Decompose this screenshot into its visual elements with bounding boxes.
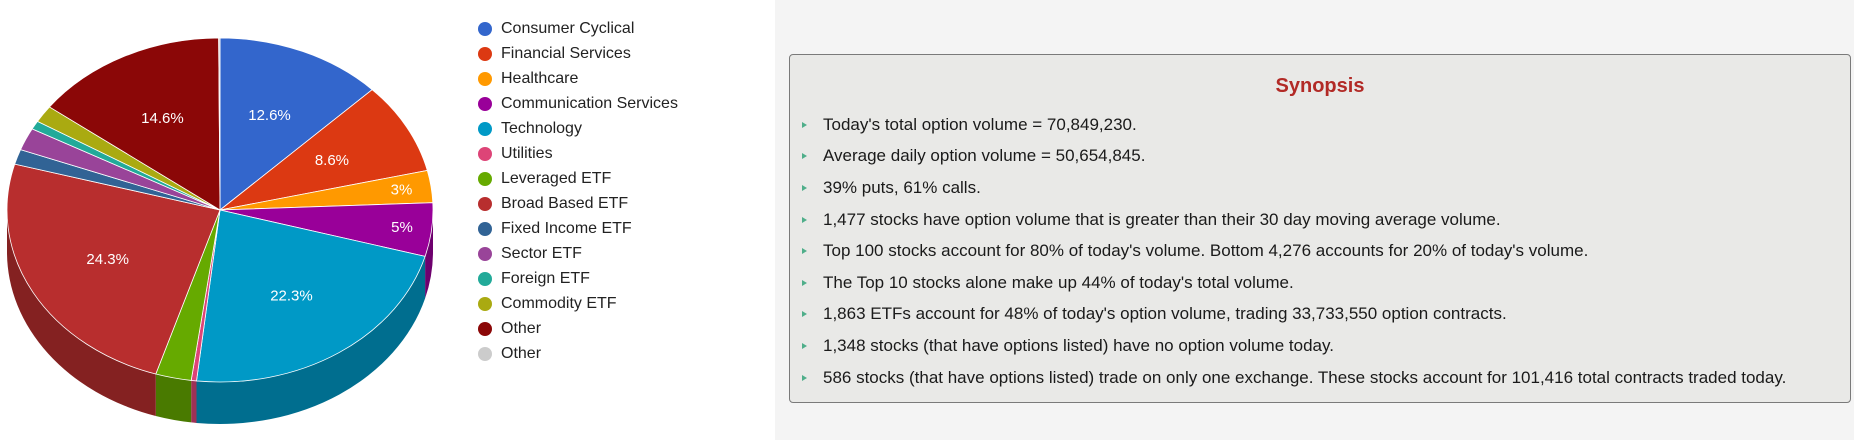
pie-slice[interactable] [48, 37, 221, 211]
legend-item[interactable]: Healthcare [478, 66, 678, 91]
pie-slice[interactable] [219, 89, 428, 211]
pie-slice-side [155, 373, 192, 423]
legend-item[interactable]: Leveraged ETF [478, 166, 678, 191]
pie-data-label: 8.6% [315, 152, 349, 169]
synopsis-text: Top 100 stocks account for 80% of today'… [823, 241, 1589, 261]
legend-label: Technology [501, 119, 582, 137]
legend-swatch [478, 121, 492, 136]
legend-item[interactable]: Broad Based ETF [478, 191, 678, 216]
legend-swatch [478, 321, 492, 336]
legend-swatch [478, 171, 492, 186]
legend-item[interactable]: Financial Services [478, 41, 678, 66]
legend-item[interactable]: Utilities [478, 141, 678, 166]
chart-legend: Consumer Cyclical Financial Services Healt… [478, 16, 678, 366]
pie-data-label: 14.6% [141, 110, 184, 127]
pie-slice-side [196, 256, 426, 424]
bullet-icon [802, 184, 807, 191]
synopsis-item: 1,477 stocks have option volume that is … [802, 204, 1850, 236]
legend-label: Broad Based ETF [501, 194, 629, 212]
chart-panel: 12.6% 8.6% 3% 5% 22.3% 24.3% 14.6% Consumer Cy… [0, 0, 775, 440]
legend-item[interactable]: Consumer Cyclical [478, 16, 678, 41]
legend-label: Other [501, 319, 542, 337]
legend-item[interactable]: Sector ETF [478, 241, 678, 266]
legend-label: Consumer Cyclical [501, 19, 635, 37]
synopsis-item: Average daily option volume = 50,654,845… [802, 141, 1850, 173]
legend-item[interactable]: Fixed Income ETF [478, 216, 678, 241]
legend-label: Leveraged ETF [501, 169, 612, 187]
synopsis-panel: Synopsis Today's total option volume = 7… [789, 54, 1851, 403]
pie-data-label: 3% [391, 182, 413, 199]
legend-label: Financial Services [501, 44, 631, 62]
bullet-icon [802, 279, 807, 286]
legend-swatch [478, 296, 492, 311]
legend-label: Communication Services [501, 94, 678, 112]
synopsis-text: Today's total option volume = 70,849,230… [823, 114, 1137, 134]
synopsis-text: Average daily option volume = 50,654,845… [823, 146, 1146, 166]
synopsis-text: 1,348 stocks (that have options listed) … [823, 335, 1334, 355]
bullet-icon [802, 153, 807, 160]
synopsis-item: Top 100 stocks account for 80% of today'… [802, 235, 1850, 267]
bullet-icon [802, 342, 807, 349]
pie-side-walls [7, 210, 433, 424]
legend-label: Healthcare [501, 69, 579, 87]
pie-slice[interactable] [6, 163, 221, 375]
bullet-icon [802, 216, 807, 223]
synopsis-item: Today's total option volume = 70,849,230… [802, 109, 1850, 141]
synopsis-title: Synopsis [1275, 75, 1365, 97]
legend-swatch [478, 21, 492, 36]
legend-swatch [478, 221, 492, 236]
pie-slices [6, 37, 434, 383]
legend-swatch [478, 346, 492, 361]
legend-label: Other [501, 344, 542, 362]
pie-chart[interactable]: 12.6% 8.6% 3% 5% 22.3% 24.3% 14.6% [0, 0, 470, 440]
bullet-icon [802, 311, 807, 318]
bullet-icon [802, 121, 807, 128]
pie-data-label: 22.3% [270, 288, 313, 305]
legend-swatch [478, 271, 492, 286]
legend-label: Sector ETF [501, 244, 582, 262]
legend-swatch [478, 146, 492, 161]
legend-item[interactable]: Other [478, 341, 678, 366]
synopsis-list: Today's total option volume = 70,849,230… [790, 109, 1850, 393]
pie-data-labels: 12.6% 8.6% 3% 5% 22.3% 24.3% 14.6% [86, 107, 412, 305]
synopsis-text: 586 stocks (that have options listed) tr… [823, 367, 1787, 387]
pie-slice-side [425, 210, 433, 299]
synopsis-item: The Top 10 stocks alone make up 44% of t… [802, 267, 1850, 299]
pie-slice-side [7, 210, 156, 416]
synopsis-text: 1,863 ETFs account for 48% of today's op… [823, 304, 1507, 324]
synopsis-text: 1,477 stocks have option volume that is … [823, 209, 1501, 229]
bullet-icon [802, 248, 807, 255]
legend-item[interactable]: Technology [478, 116, 678, 141]
pie-slice[interactable] [196, 209, 426, 383]
pie-slice[interactable] [219, 37, 373, 211]
legend-swatch [478, 196, 492, 211]
pie-slice[interactable] [218, 37, 221, 211]
synopsis-text: The Top 10 stocks alone make up 44% of t… [823, 272, 1294, 292]
bullet-icon [802, 374, 807, 381]
pie-data-label: 24.3% [86, 251, 129, 268]
synopsis-item: 1,348 stocks (that have options listed) … [802, 330, 1850, 362]
legend-item[interactable]: Other [478, 316, 678, 341]
legend-label: Foreign ETF [501, 269, 590, 287]
legend-item[interactable]: Communication Services [478, 91, 678, 116]
legend-item[interactable]: Commodity ETF [478, 291, 678, 316]
legend-item[interactable]: Foreign ETF [478, 266, 678, 291]
legend-label: Fixed Income ETF [501, 219, 632, 237]
legend-swatch [478, 46, 492, 61]
pie-data-label: 5% [391, 219, 413, 236]
synopsis-item: 1,863 ETFs account for 48% of today's op… [802, 299, 1850, 331]
legend-label: Commodity ETF [501, 294, 617, 312]
legend-swatch [478, 246, 492, 261]
legend-swatch [478, 71, 492, 86]
synopsis-item: 39% puts, 61% calls. [802, 172, 1850, 204]
synopsis-item: 586 stocks (that have options listed) tr… [802, 362, 1850, 394]
legend-swatch [478, 96, 492, 111]
synopsis-text: 39% puts, 61% calls. [823, 177, 981, 197]
pie-data-label: 12.6% [248, 107, 291, 124]
legend-label: Utilities [501, 144, 553, 162]
pie-slice-side [191, 380, 197, 423]
